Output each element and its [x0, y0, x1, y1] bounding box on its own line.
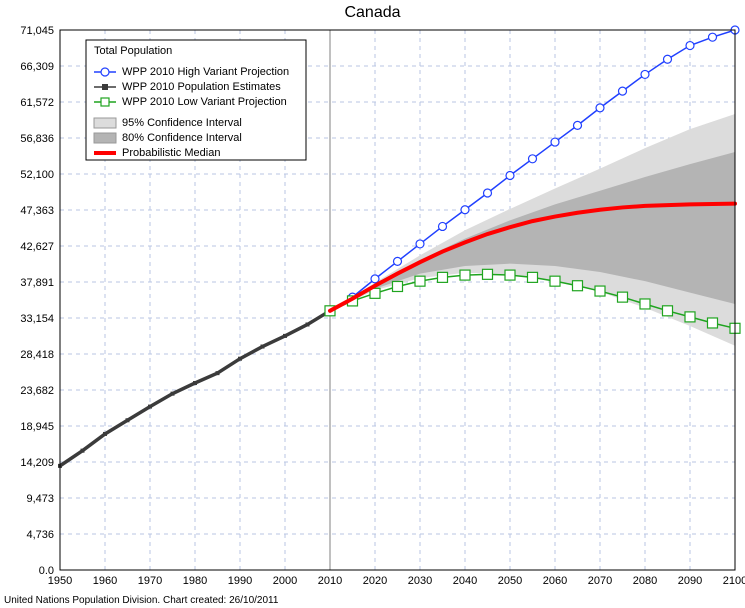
chart-title: Canada	[0, 4, 745, 22]
svg-text:2090: 2090	[678, 575, 702, 587]
svg-text:14,209: 14,209	[20, 457, 54, 469]
svg-text:28,418: 28,418	[20, 349, 54, 361]
svg-text:2050: 2050	[498, 575, 522, 587]
svg-text:95% Confidence Interval: 95% Confidence Interval	[122, 117, 242, 129]
svg-text:2000: 2000	[273, 575, 297, 587]
svg-text:2080: 2080	[633, 575, 657, 587]
svg-text:1980: 1980	[183, 575, 207, 587]
svg-text:71,045: 71,045	[20, 25, 54, 37]
svg-text:2070: 2070	[588, 575, 612, 587]
legend: Total Population WPP 2010 High Variant Pr…	[86, 40, 306, 160]
svg-text:WPP 2010 Low Variant Projectio: WPP 2010 Low Variant Projection	[122, 96, 287, 108]
svg-text:61,572: 61,572	[20, 97, 54, 109]
svg-text:4,736: 4,736	[26, 529, 54, 541]
svg-text:56,836: 56,836	[20, 133, 54, 145]
svg-text:80% Confidence Interval: 80% Confidence Interval	[122, 132, 242, 144]
svg-text:18,945: 18,945	[20, 421, 54, 433]
svg-text:42,627: 42,627	[20, 241, 54, 253]
population-chart: 0.04,7369,47314,20918,94523,68228,41833,…	[0, 0, 745, 608]
svg-text:23,682: 23,682	[20, 385, 54, 397]
chart-footer: United Nations Population Division. Char…	[4, 595, 278, 606]
svg-text:9,473: 9,473	[26, 493, 54, 505]
svg-text:WPP 2010 Population Estimates: WPP 2010 Population Estimates	[122, 81, 281, 93]
svg-text:1950: 1950	[48, 575, 72, 587]
svg-text:47,363: 47,363	[20, 205, 54, 217]
svg-text:WPP 2010 High Variant Projecti: WPP 2010 High Variant Projection	[122, 66, 289, 78]
svg-text:2010: 2010	[318, 575, 342, 587]
svg-text:2060: 2060	[543, 575, 567, 587]
svg-text:1970: 1970	[138, 575, 162, 587]
svg-text:2040: 2040	[453, 575, 477, 587]
svg-text:Total Population: Total Population	[94, 45, 172, 57]
svg-text:1990: 1990	[228, 575, 252, 587]
svg-text:37,891: 37,891	[20, 277, 54, 289]
svg-text:1960: 1960	[93, 575, 117, 587]
svg-text:33,154: 33,154	[20, 313, 54, 325]
svg-text:2020: 2020	[363, 575, 387, 587]
svg-text:2030: 2030	[408, 575, 432, 587]
svg-text:52,100: 52,100	[20, 169, 54, 181]
svg-text:66,309: 66,309	[20, 61, 54, 73]
svg-text:2100: 2100	[723, 575, 745, 587]
svg-text:Probabilistic Median: Probabilistic Median	[122, 147, 220, 159]
